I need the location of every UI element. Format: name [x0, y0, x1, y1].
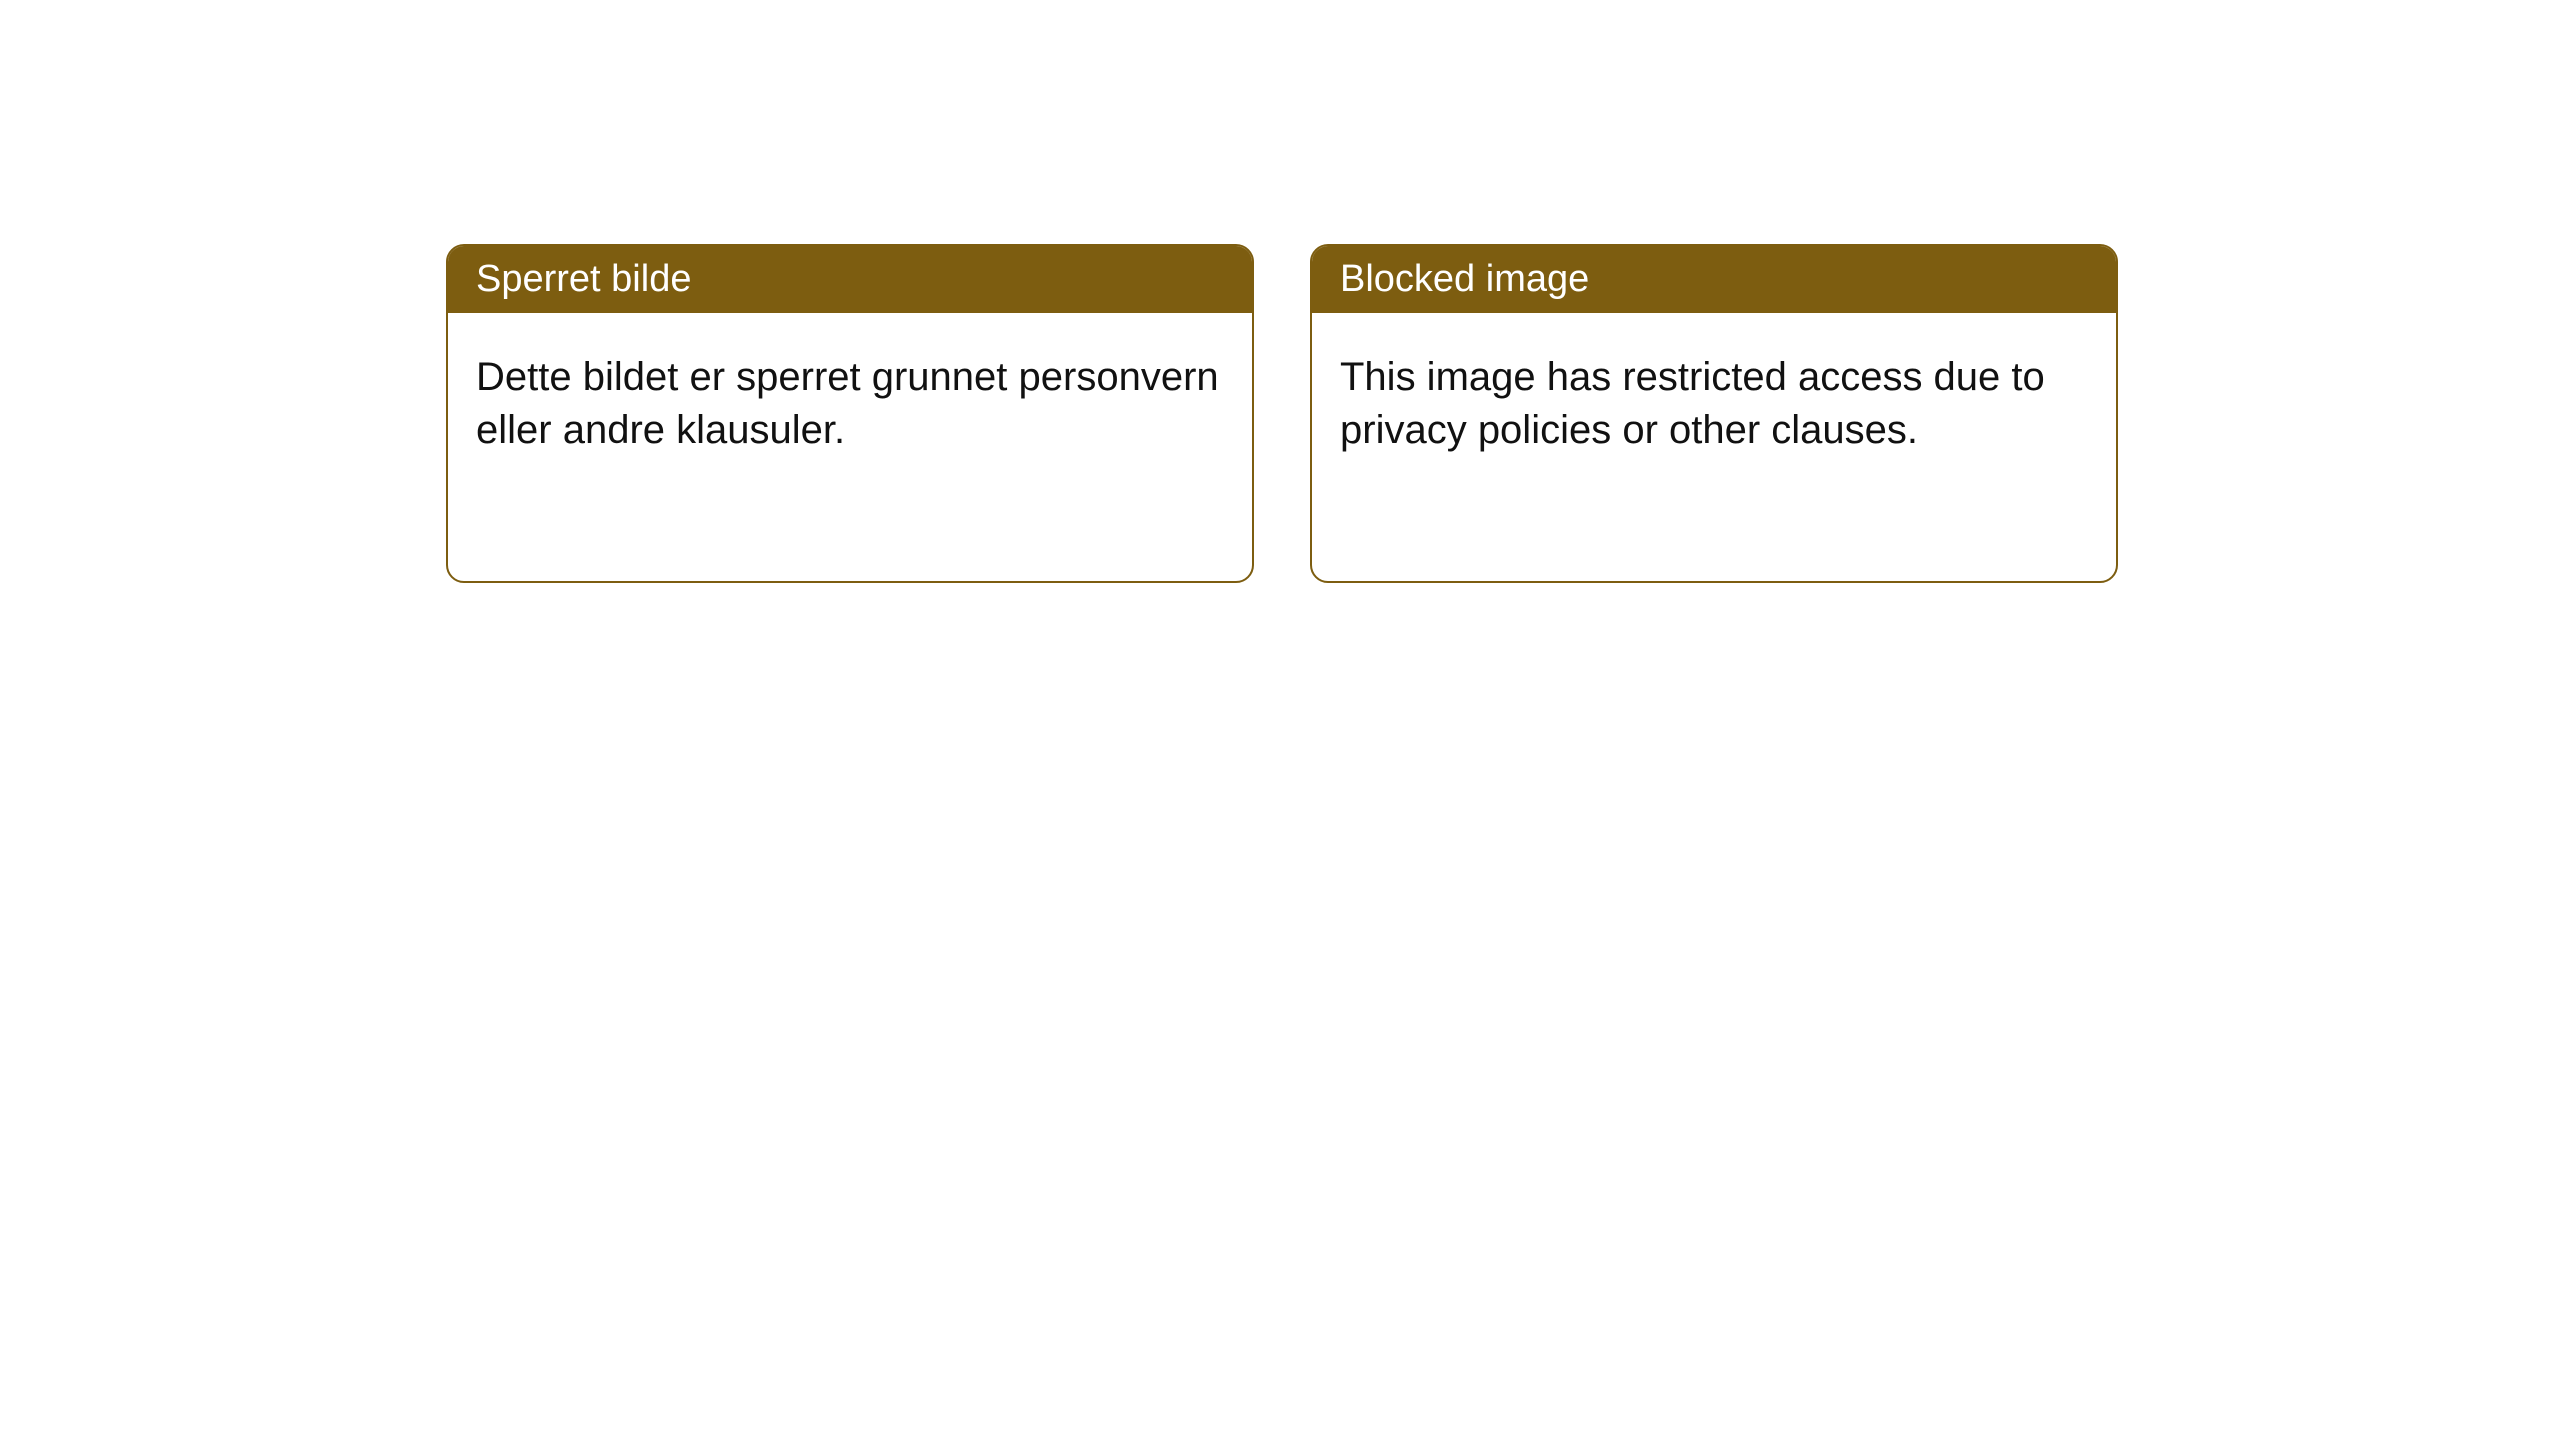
notice-body: This image has restricted access due to …	[1312, 313, 2116, 581]
notice-text: This image has restricted access due to …	[1340, 355, 2045, 452]
notice-header: Blocked image	[1312, 246, 2116, 313]
notice-title: Blocked image	[1340, 258, 1589, 300]
notice-card-norwegian: Sperret bilde Dette bildet er sperret gr…	[446, 244, 1254, 583]
notice-title: Sperret bilde	[476, 258, 691, 300]
notice-card-english: Blocked image This image has restricted …	[1310, 244, 2118, 583]
notice-text: Dette bildet er sperret grunnet personve…	[476, 355, 1219, 452]
notice-body: Dette bildet er sperret grunnet personve…	[448, 313, 1252, 581]
notice-container: Sperret bilde Dette bildet er sperret gr…	[0, 0, 2560, 583]
notice-header: Sperret bilde	[448, 246, 1252, 313]
